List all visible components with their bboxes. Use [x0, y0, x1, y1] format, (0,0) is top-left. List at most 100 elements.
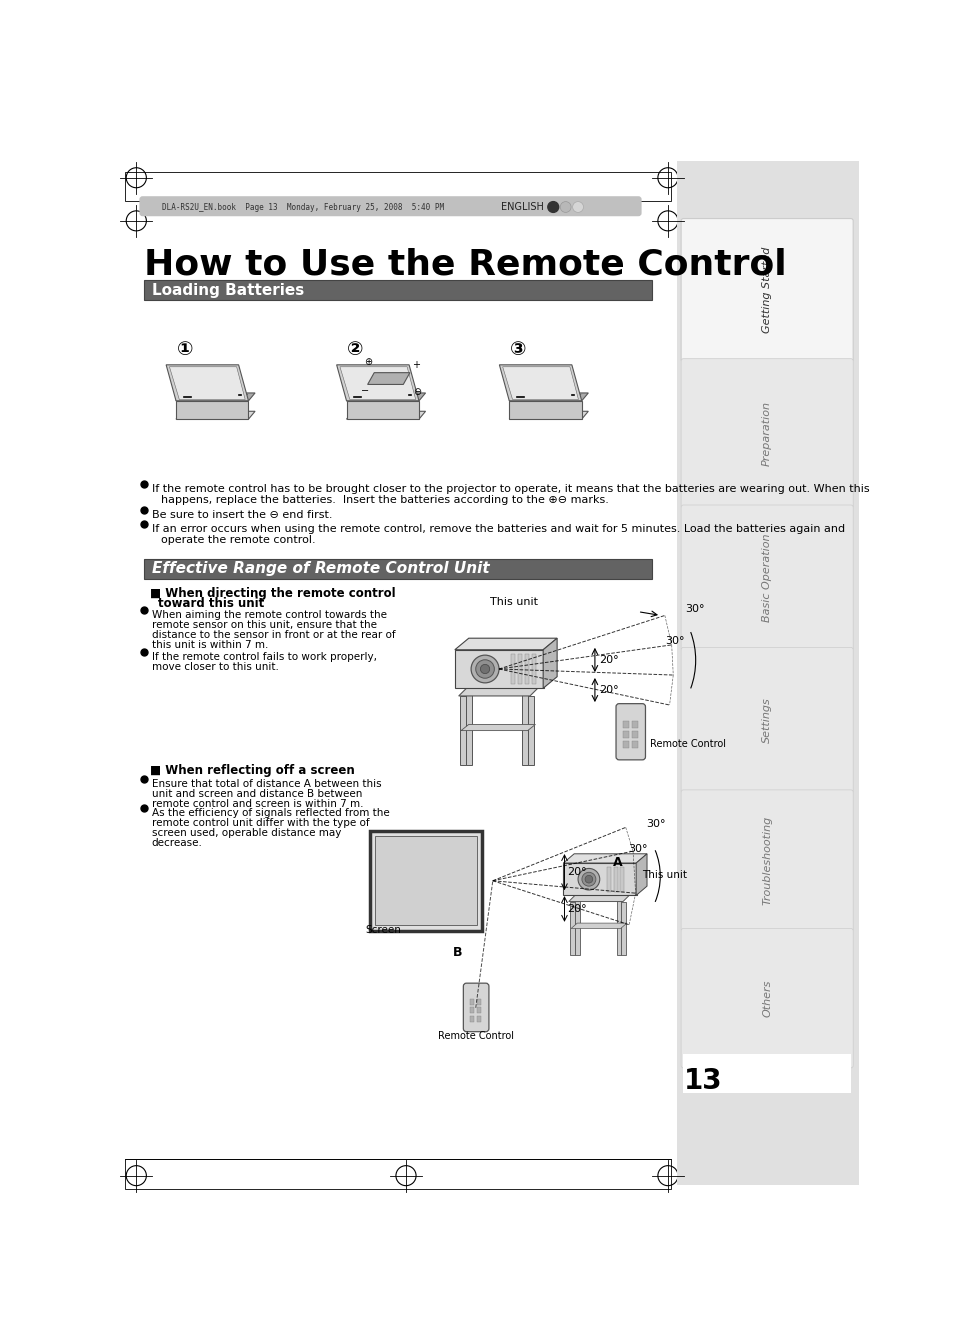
- Bar: [510, 654, 515, 683]
- Bar: [562, 863, 637, 895]
- Text: Remote Control: Remote Control: [649, 738, 725, 749]
- Polygon shape: [346, 411, 425, 419]
- Circle shape: [480, 665, 489, 674]
- FancyBboxPatch shape: [616, 704, 645, 760]
- Text: ①: ①: [176, 340, 193, 359]
- Bar: [622, 730, 629, 737]
- Circle shape: [572, 201, 583, 213]
- Text: Others: Others: [761, 980, 771, 1017]
- Text: screen used, operable distance may: screen used, operable distance may: [152, 828, 341, 838]
- Bar: [524, 654, 529, 683]
- Text: move closer to this unit.: move closer to this unit.: [152, 662, 278, 673]
- FancyBboxPatch shape: [680, 218, 852, 362]
- Bar: [469, 998, 474, 1005]
- Text: If the remote control has to be brought closer to the projector to operate, it m: If the remote control has to be brought …: [152, 484, 868, 494]
- Text: −: −: [360, 386, 369, 397]
- Polygon shape: [509, 393, 588, 401]
- Bar: [631, 741, 637, 748]
- Bar: [375, 836, 476, 926]
- FancyBboxPatch shape: [463, 984, 488, 1032]
- Bar: [570, 902, 575, 955]
- FancyBboxPatch shape: [680, 505, 852, 650]
- Text: As the efficiency of signals reflected from the: As the efficiency of signals reflected f…: [152, 808, 389, 817]
- Bar: [613, 867, 617, 891]
- Polygon shape: [170, 367, 245, 399]
- Text: This unit: This unit: [490, 598, 537, 607]
- Polygon shape: [336, 364, 418, 401]
- Bar: [455, 650, 543, 689]
- Bar: [144, 280, 652, 300]
- Polygon shape: [509, 401, 581, 419]
- Text: How to Use the Remote Control: How to Use the Remote Control: [144, 248, 786, 281]
- Bar: [619, 867, 623, 891]
- Bar: [622, 721, 629, 728]
- Polygon shape: [509, 411, 588, 419]
- Polygon shape: [455, 638, 557, 650]
- Text: ⊕: ⊕: [364, 356, 372, 367]
- Text: 20°: 20°: [598, 655, 618, 665]
- Polygon shape: [458, 689, 537, 695]
- Text: B: B: [452, 946, 461, 959]
- Bar: [469, 1008, 474, 1013]
- Text: When aiming the remote control towards the: When aiming the remote control towards t…: [152, 610, 386, 619]
- Text: Basic Operation: Basic Operation: [761, 533, 771, 622]
- Text: 30°: 30°: [665, 636, 684, 646]
- Text: +: +: [412, 360, 420, 370]
- Bar: [476, 1016, 480, 1021]
- Circle shape: [584, 875, 592, 883]
- Text: Preparation: Preparation: [761, 401, 771, 466]
- Bar: [677, 161, 858, 1185]
- Text: ■ When reflecting off a screen: ■ When reflecting off a screen: [150, 764, 355, 777]
- Text: remote control and screen is within 7 m.: remote control and screen is within 7 m.: [152, 799, 363, 809]
- Bar: [631, 721, 637, 728]
- FancyBboxPatch shape: [680, 359, 852, 508]
- Text: 20°: 20°: [598, 685, 618, 695]
- Bar: [607, 867, 611, 891]
- Text: Ensure that total of distance A between this: Ensure that total of distance A between …: [152, 779, 381, 789]
- Text: remote sensor on this unit, ensure that the: remote sensor on this unit, ensure that …: [152, 619, 376, 630]
- Polygon shape: [460, 725, 535, 730]
- Bar: [144, 559, 652, 579]
- Text: Screen: Screen: [365, 925, 401, 934]
- Circle shape: [578, 868, 599, 890]
- Text: ⊖: ⊖: [413, 387, 421, 397]
- Circle shape: [581, 872, 596, 886]
- Bar: [476, 1008, 480, 1013]
- Text: 13: 13: [682, 1067, 721, 1095]
- Text: unit and screen and distance B between: unit and screen and distance B between: [152, 789, 362, 799]
- Text: ②: ②: [347, 340, 363, 359]
- Circle shape: [559, 201, 571, 213]
- Polygon shape: [636, 854, 646, 895]
- Text: this unit is within 7 m.: this unit is within 7 m.: [152, 639, 268, 650]
- Bar: [682, 1055, 850, 1092]
- Text: operate the remote control.: operate the remote control.: [161, 535, 315, 545]
- Polygon shape: [514, 394, 580, 399]
- Text: 20°: 20°: [567, 905, 587, 914]
- Text: Troubleshooting: Troubleshooting: [761, 816, 771, 906]
- Bar: [528, 695, 534, 765]
- Bar: [459, 695, 465, 765]
- Text: decrease.: decrease.: [152, 838, 202, 848]
- Bar: [517, 654, 521, 683]
- Text: If the remote control fails to work properly,: If the remote control fails to work prop…: [152, 653, 376, 662]
- Text: 30°: 30°: [684, 604, 703, 614]
- Text: DLA-RS2U_EN.book  Page 13  Monday, February 25, 2008  5:40 PM: DLA-RS2U_EN.book Page 13 Monday, Februar…: [162, 202, 443, 212]
- Polygon shape: [166, 364, 248, 401]
- Bar: [631, 730, 637, 737]
- Circle shape: [476, 659, 494, 678]
- Text: ■ When directing the remote control: ■ When directing the remote control: [150, 587, 395, 599]
- FancyBboxPatch shape: [680, 789, 852, 931]
- Polygon shape: [571, 923, 626, 929]
- Polygon shape: [176, 393, 254, 401]
- Polygon shape: [339, 367, 416, 399]
- Bar: [466, 690, 472, 765]
- Text: Settings: Settings: [761, 697, 771, 744]
- Text: toward this unit: toward this unit: [158, 598, 264, 611]
- Text: 30°: 30°: [628, 844, 647, 854]
- Polygon shape: [352, 394, 417, 399]
- Text: 30°: 30°: [645, 819, 665, 828]
- Bar: [575, 896, 579, 955]
- Text: distance to the sensor in front or at the rear of: distance to the sensor in front or at th…: [152, 630, 395, 639]
- Polygon shape: [367, 373, 410, 385]
- Polygon shape: [542, 638, 557, 689]
